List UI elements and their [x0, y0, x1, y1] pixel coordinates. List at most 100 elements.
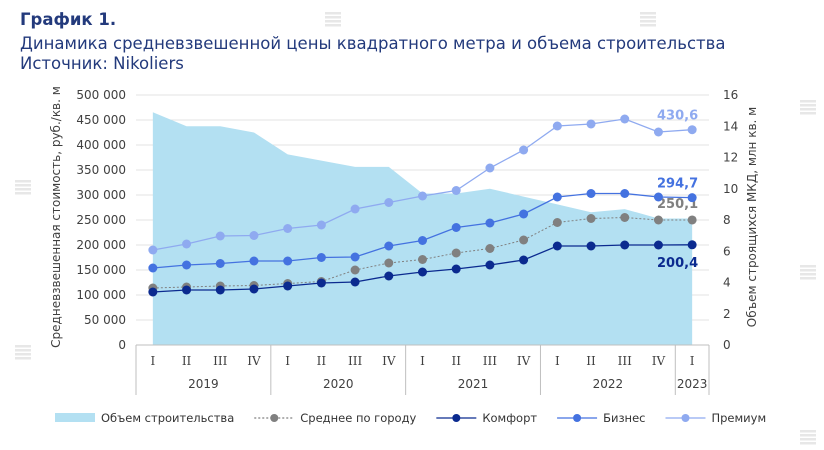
legend-marker — [681, 414, 690, 422]
y-left-axis-title: Средневзвешенная стоимость, руб./кв. м — [49, 86, 63, 348]
y-right-tick-label: 12 — [723, 151, 738, 165]
data-point — [620, 189, 630, 198]
legend-swatch — [55, 413, 95, 422]
x-tick-label: IV — [247, 354, 261, 368]
x-year-label: 2022 — [593, 377, 624, 391]
data-point — [653, 240, 663, 250]
y-right-axis-title: Объем строящихся МКД, млн кв. м — [745, 107, 759, 327]
x-year-label: 2020 — [323, 377, 354, 391]
watermark-logo-icon: Новострой-СПб — [800, 265, 816, 280]
data-point — [316, 220, 326, 230]
watermark-bar — [15, 349, 31, 352]
data-point — [182, 239, 192, 249]
watermark-bar — [800, 112, 816, 115]
data-point — [350, 265, 360, 275]
data-point — [586, 189, 596, 198]
data-point — [148, 263, 158, 273]
data-point — [283, 256, 293, 266]
data-point — [182, 260, 192, 270]
data-point — [687, 125, 697, 135]
x-year-label: 2019 — [188, 377, 219, 391]
data-point — [418, 267, 427, 277]
data-point — [552, 121, 562, 131]
y-right-tick-label: 10 — [723, 182, 738, 196]
y-left-tick-label: 250 000 — [76, 213, 126, 227]
data-point — [249, 231, 259, 240]
watermark-bar — [800, 438, 816, 441]
data-point — [485, 163, 495, 173]
data-point — [283, 224, 293, 233]
y-left-tick-label: 500 000 — [76, 88, 126, 102]
watermark-logo-icon: Новострой-СПб — [325, 12, 341, 27]
data-point — [653, 215, 663, 225]
watermark-bar — [640, 16, 656, 19]
x-tick-label: I — [420, 354, 425, 368]
watermark-logo-icon: Новострой-СПб — [800, 100, 816, 115]
data-point — [620, 213, 630, 222]
watermark-bar — [800, 104, 816, 107]
watermark-bar — [800, 269, 816, 272]
data-point — [350, 252, 360, 262]
watermark-bar — [15, 345, 31, 348]
legend-item: Объем строительства — [55, 411, 234, 425]
y-right-tick-label: 2 — [723, 307, 731, 321]
watermark-logo-icon: Новострой-СПб — [640, 12, 656, 27]
legend-label: Среднее по городу — [300, 411, 416, 425]
data-point — [182, 285, 192, 295]
chart-source: Источник: Nikoliers — [20, 54, 184, 73]
legend-label: Комфорт — [482, 411, 537, 425]
x-tick-label: III — [213, 354, 227, 368]
x-tick-label: IV — [382, 354, 396, 368]
watermark-bar — [800, 277, 816, 280]
y-right-tick-label: 0 — [723, 338, 731, 352]
watermark-logo-icon: Новострой-СПб — [15, 345, 31, 360]
data-point — [418, 236, 427, 245]
data-point — [316, 278, 326, 288]
x-tick-label: III — [618, 354, 632, 368]
watermark-bar — [15, 184, 31, 187]
y-left-tick-label: 300 000 — [76, 188, 126, 202]
y-left-tick-label: 150 000 — [76, 263, 126, 277]
watermark-bar — [640, 20, 656, 23]
data-point — [350, 277, 360, 287]
data-point — [418, 191, 427, 201]
data-label: 294,7 — [657, 177, 698, 192]
data-point — [485, 244, 495, 253]
legend-marker — [270, 414, 279, 422]
data-point — [687, 215, 697, 225]
data-point — [215, 231, 225, 241]
data-point — [620, 240, 630, 250]
data-point — [586, 214, 596, 223]
data-point — [384, 258, 394, 268]
data-point — [653, 192, 663, 202]
x-tick-label: I — [690, 354, 695, 368]
chart-title: График 1. — [20, 10, 117, 29]
legend-label: Бизнес — [603, 411, 645, 425]
data-point — [283, 281, 293, 291]
data-point — [384, 241, 394, 251]
data-point — [215, 285, 225, 295]
watermark-bar — [800, 434, 816, 437]
data-point — [519, 145, 529, 155]
y-right-tick-label: 8 — [723, 213, 731, 227]
watermark-bar — [800, 442, 816, 445]
y-left-tick-label: 50 000 — [84, 313, 126, 327]
data-point — [316, 253, 326, 262]
x-tick-label: I — [285, 354, 290, 368]
y-left-tick-label: 450 000 — [76, 113, 126, 127]
x-tick-label: I — [555, 354, 560, 368]
watermark-bar — [325, 20, 341, 23]
data-point — [519, 255, 529, 265]
legend-item: Среднее по городу — [254, 411, 417, 425]
data-point — [586, 241, 596, 251]
x-tick-label: II — [182, 354, 192, 368]
watermark-logo-icon: Новострой-СПб — [15, 180, 31, 195]
x-tick-label: IV — [652, 354, 666, 368]
x-year-label: 2021 — [458, 377, 489, 391]
data-point — [451, 248, 461, 258]
watermark-logo-icon: Новострой-СПб — [800, 430, 816, 445]
data-point — [148, 287, 158, 297]
x-year-label: 2023 — [677, 377, 708, 391]
x-tick-label: II — [451, 354, 461, 368]
